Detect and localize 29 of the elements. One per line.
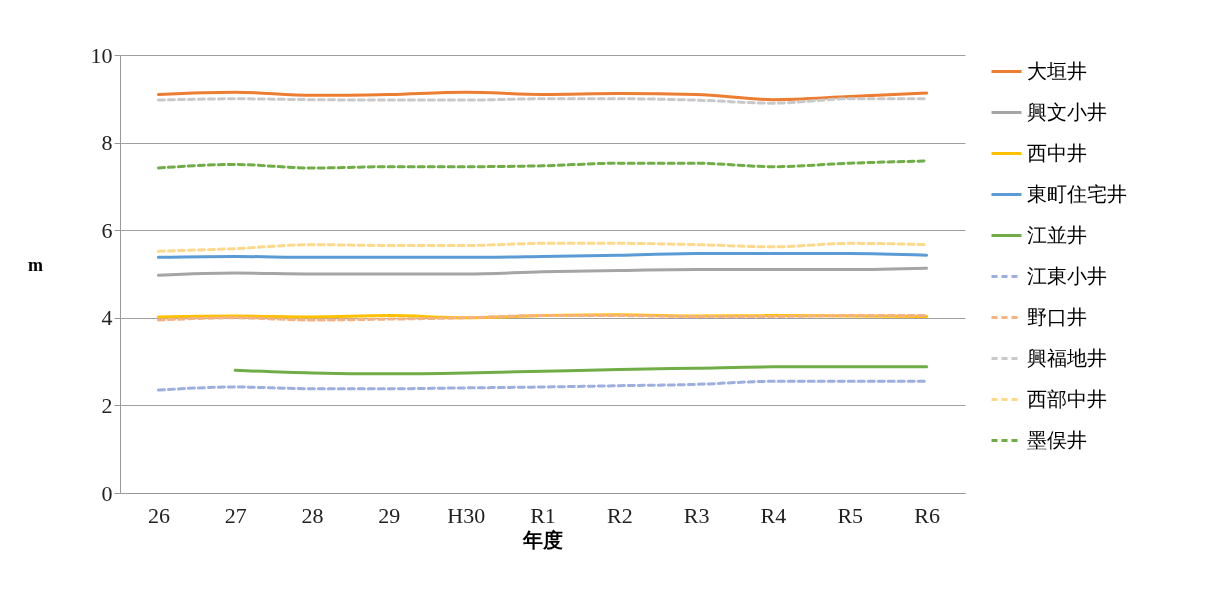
x-tick-label: R4 <box>760 502 787 528</box>
legend-label: 興文小井 <box>1027 100 1107 123</box>
y-tick-label: 6 <box>101 217 113 243</box>
legend-label: 野口井 <box>1027 305 1087 328</box>
legend-label: 墨俣井 <box>1027 428 1087 451</box>
y-tick-label: 0 <box>101 480 113 506</box>
y-tick-label: 8 <box>101 130 113 156</box>
y-tick-label: 2 <box>101 392 113 418</box>
legend-label: 東町住宅井 <box>1027 182 1127 205</box>
x-tick-label: 29 <box>378 502 401 528</box>
y-tick-label: 10 <box>90 42 113 68</box>
x-tick-label: R3 <box>683 502 710 528</box>
legend-label: 江並井 <box>1027 223 1087 246</box>
x-tick-label: R6 <box>914 502 940 528</box>
legend-label: 西部中井 <box>1027 387 1107 410</box>
y-axis-title: m <box>28 254 43 275</box>
legend-label: 江東小井 <box>1027 264 1107 287</box>
legend-label: 興福地井 <box>1027 346 1107 369</box>
y-tick-label: 4 <box>101 305 113 331</box>
x-tick-label: R1 <box>530 502 556 528</box>
x-tick-label: R5 <box>837 502 864 528</box>
legend-label: 西中井 <box>1027 141 1087 164</box>
x-tick-label: 27 <box>224 502 247 528</box>
x-tick-label: H30 <box>447 502 486 528</box>
x-axis-title: 年度 <box>522 528 563 551</box>
legend-label: 大垣井 <box>1027 59 1087 82</box>
x-tick-label: 28 <box>301 502 324 528</box>
x-tick-label: R2 <box>606 502 633 528</box>
x-tick-label: 26 <box>147 502 170 528</box>
